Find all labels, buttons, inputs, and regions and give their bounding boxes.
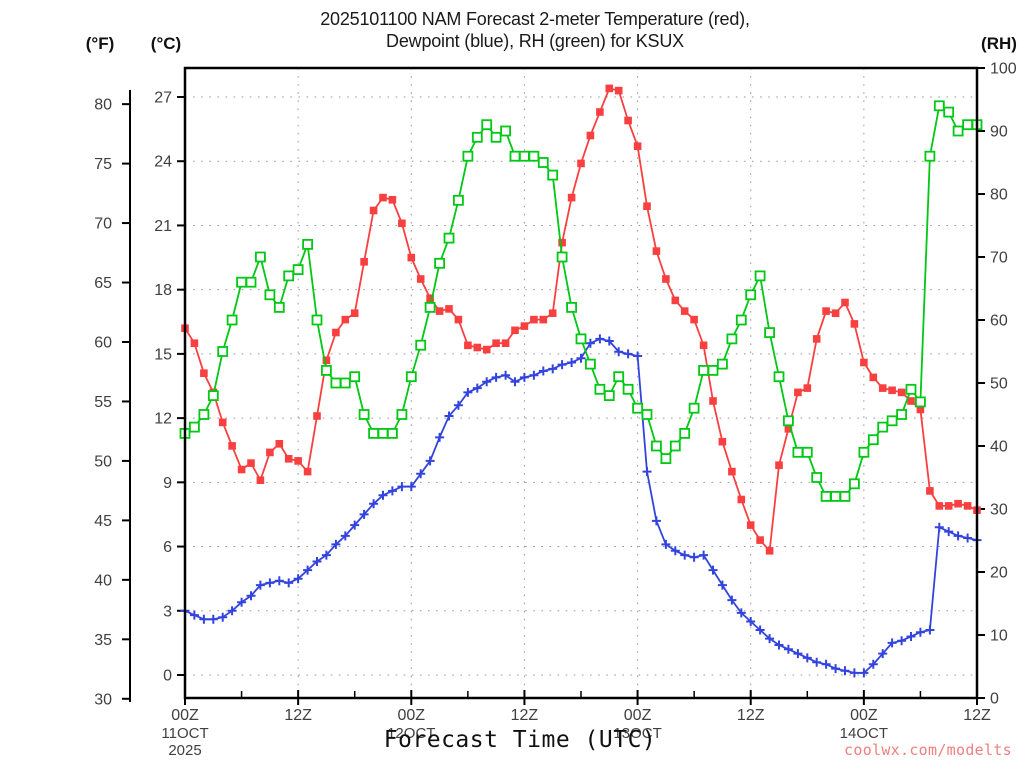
- svg-text:00Z: 00Z: [624, 707, 652, 724]
- svg-text:12Z: 12Z: [737, 707, 765, 724]
- svg-text:27: 27: [154, 90, 172, 107]
- svg-text:55: 55: [94, 394, 112, 411]
- svg-text:40: 40: [990, 439, 1008, 456]
- chart-title: 2025101100 NAM Forecast 2-meter Temperat…: [135, 8, 935, 52]
- fahrenheit-axis-header: (°F): [85, 34, 115, 53]
- svg-text:0: 0: [163, 668, 172, 685]
- svg-text:2025: 2025: [168, 742, 201, 759]
- svg-text:00Z: 00Z: [850, 707, 878, 724]
- svg-text:0: 0: [990, 691, 999, 708]
- svg-text:12Z: 12Z: [284, 707, 312, 724]
- celsius-axis-header: (°C): [150, 34, 182, 53]
- svg-text:80: 80: [990, 187, 1008, 204]
- svg-text:30: 30: [990, 502, 1008, 519]
- plot-border: [183, 66, 979, 700]
- svg-text:50: 50: [94, 453, 112, 470]
- svg-text:100: 100: [990, 61, 1017, 78]
- svg-text:30: 30: [94, 691, 112, 708]
- svg-text:18: 18: [154, 282, 172, 299]
- svg-text:6: 6: [163, 539, 172, 556]
- svg-text:3: 3: [163, 603, 172, 620]
- svg-text:21: 21: [154, 218, 172, 235]
- svg-text:24: 24: [154, 154, 172, 171]
- svg-text:80: 80: [94, 97, 112, 114]
- svg-text:12: 12: [154, 411, 172, 428]
- svg-text:70: 70: [94, 216, 112, 233]
- svg-text:12OCT: 12OCT: [387, 725, 435, 742]
- rh-axis: 0 10 20 30 40 50 60 70 80 90 100: [977, 61, 1017, 708]
- rh-axis-header: (RH): [981, 34, 1017, 53]
- svg-text:00Z: 00Z: [171, 707, 199, 724]
- svg-text:10: 10: [990, 628, 1008, 645]
- celsius-axis: 0 3 6 9 12 15 18 21 24 27: [154, 90, 185, 685]
- svg-text:40: 40: [94, 572, 112, 589]
- svg-text:9: 9: [163, 475, 172, 492]
- svg-text:14OCT: 14OCT: [840, 725, 888, 742]
- svg-text:70: 70: [990, 250, 1008, 267]
- svg-text:00Z: 00Z: [397, 707, 425, 724]
- svg-text:12Z: 12Z: [963, 707, 991, 724]
- chart-title-line1: 2025101100 NAM Forecast 2-meter Temperat…: [320, 9, 750, 29]
- svg-text:11OCT: 11OCT: [161, 725, 208, 742]
- watermark: coolwx.com/modelts: [844, 741, 1012, 759]
- rh-series: [179, 100, 983, 502]
- svg-text:65: 65: [94, 275, 112, 292]
- svg-text:90: 90: [990, 124, 1008, 141]
- dewpoint-series: [180, 334, 982, 678]
- svg-text:60: 60: [990, 313, 1008, 330]
- x-axis-title: Forecast Time (UTC): [383, 727, 657, 753]
- svg-text:13OCT: 13OCT: [613, 725, 661, 742]
- svg-text:35: 35: [94, 632, 112, 649]
- svg-text:75: 75: [94, 156, 112, 173]
- chart-title-line2: Dewpoint (blue), RH (green) for KSUX: [386, 31, 684, 51]
- svg-text:15: 15: [154, 346, 172, 363]
- svg-text:50: 50: [990, 376, 1008, 393]
- svg-text:12Z: 12Z: [511, 707, 539, 724]
- 2-meter-temperature-series: [181, 84, 981, 555]
- svg-text:20: 20: [990, 565, 1008, 582]
- time-axis: 00Z 12Z 00Z 12Z 00Z 12Z 00Z 12Z 11OCT 12OCT 13OCT 1…: [161, 690, 991, 759]
- fahrenheit-axis: 30 35 40 45 50 55 60 65 70 75 80: [94, 90, 131, 708]
- svg-text:60: 60: [94, 334, 112, 351]
- svg-text:45: 45: [94, 513, 112, 530]
